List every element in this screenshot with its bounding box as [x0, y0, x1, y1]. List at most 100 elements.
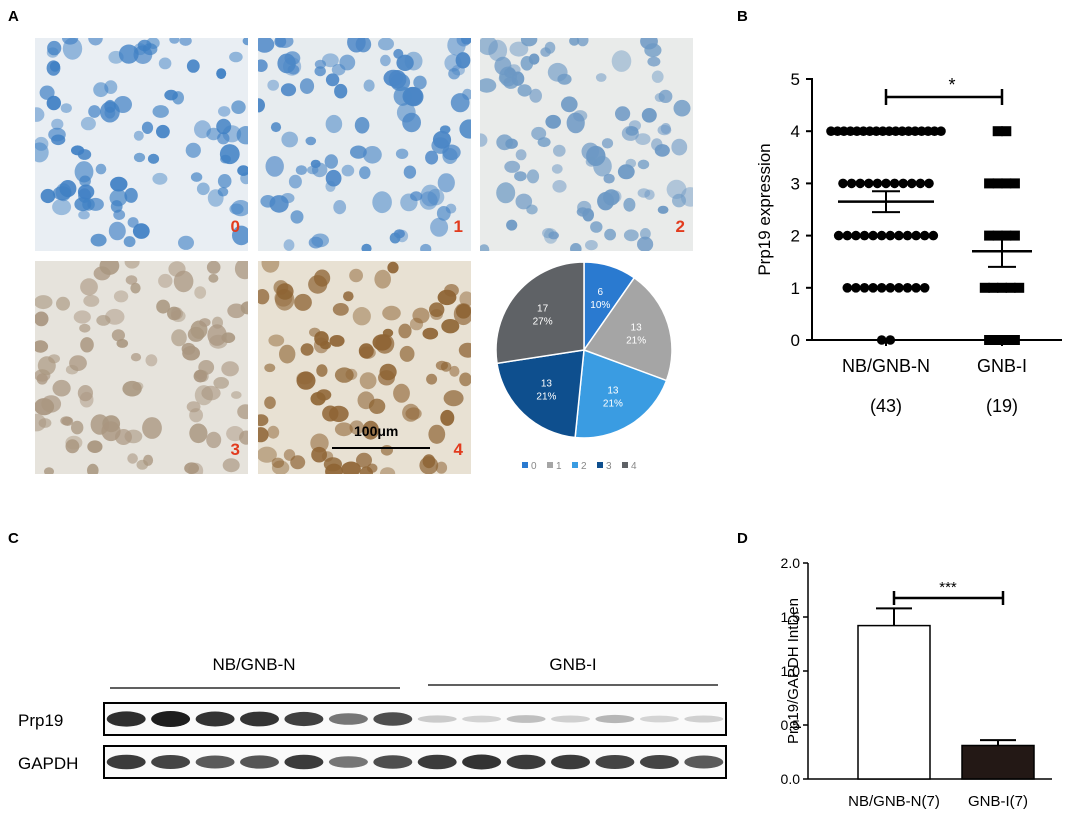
- cell-nucleus: [390, 73, 411, 92]
- cell-nucleus: [398, 323, 412, 339]
- y-axis-title: Prp19 expression: [755, 143, 774, 275]
- data-point-square: [979, 282, 990, 293]
- blot-band: [373, 755, 413, 769]
- cell-nucleus: [44, 467, 54, 474]
- cell-nucleus: [455, 52, 471, 69]
- cell-nucleus: [190, 172, 203, 182]
- cell-nucleus: [178, 235, 194, 250]
- cell-nucleus: [55, 183, 72, 202]
- cell-nucleus: [258, 59, 268, 72]
- cell-nucleus: [412, 307, 430, 324]
- group-count-label: (43): [870, 396, 902, 416]
- cell-nucleus: [504, 160, 521, 173]
- cell-nucleus: [420, 243, 432, 251]
- data-point-square: [988, 282, 999, 293]
- cell-nucleus: [343, 291, 354, 302]
- cell-nucleus: [229, 51, 243, 63]
- cell-nucleus: [83, 294, 100, 307]
- cell-nucleus: [231, 200, 248, 217]
- cell-nucleus: [35, 142, 49, 163]
- data-point-circle: [846, 178, 857, 189]
- blot-band: [195, 755, 235, 769]
- blot-band: [551, 715, 590, 723]
- cell-nucleus: [236, 126, 248, 145]
- cell-nucleus: [526, 204, 538, 215]
- cell-nucleus: [77, 385, 93, 402]
- data-point-square: [992, 335, 1003, 345]
- cell-nucleus: [142, 417, 162, 439]
- x-tick-label: GNB-I(7): [968, 793, 1028, 810]
- cell-nucleus: [325, 180, 336, 192]
- cell-nucleus: [113, 290, 129, 303]
- cell-nucleus: [99, 261, 120, 275]
- legend-swatch: [572, 462, 578, 468]
- cell-nucleus: [325, 169, 342, 187]
- data-point-circle: [833, 230, 844, 241]
- pie-slice: [574, 348, 668, 439]
- data-point-circle: [876, 283, 887, 293]
- cell-nucleus: [393, 86, 412, 106]
- cell-nucleus: [590, 221, 603, 233]
- cell-nucleus: [115, 429, 132, 445]
- cell-nucleus: [136, 459, 149, 470]
- data-point-square: [1001, 178, 1012, 189]
- data-point-circle: [894, 230, 904, 241]
- data-point-circle: [919, 230, 930, 241]
- bar-chart: 0.0 0.5 1.0 1.5 2.0 Prp19/GAPDH IntDen NB/GNB-…: [781, 555, 1052, 810]
- data-point-circle: [876, 335, 887, 345]
- cell-nucleus: [515, 149, 527, 161]
- blot-band: [595, 755, 635, 769]
- cell-nucleus: [234, 261, 248, 280]
- blot-band: [328, 756, 368, 768]
- cell-nucleus: [294, 293, 312, 311]
- legend-label: 1: [556, 461, 562, 472]
- cell-nucleus: [637, 188, 651, 198]
- cell-nucleus: [142, 43, 158, 56]
- cell-nucleus: [88, 38, 103, 46]
- cell-nucleus: [186, 401, 201, 413]
- cell-nucleus: [186, 59, 200, 73]
- cell-nucleus: [80, 278, 98, 296]
- cell-nucleus: [277, 53, 296, 74]
- data-point-circle: [868, 283, 878, 293]
- cell-nucleus: [517, 84, 532, 97]
- blot-band: [328, 713, 368, 725]
- cell-nucleus: [496, 182, 516, 204]
- cell-nucleus: [124, 187, 138, 203]
- cell-nucleus: [453, 303, 471, 326]
- cell-nucleus: [528, 53, 540, 65]
- blot-row-label: Prp19: [18, 711, 63, 730]
- data-point-circle: [851, 230, 861, 241]
- cell-nucleus: [60, 103, 72, 113]
- cell-nucleus: [110, 200, 123, 213]
- cell-nucleus: [551, 164, 563, 174]
- data-point-circle: [864, 178, 874, 189]
- cell-nucleus: [374, 269, 391, 289]
- cell-nucleus: [309, 327, 321, 337]
- micrograph-score-3: 3: [35, 261, 248, 474]
- cell-nucleus: [637, 159, 650, 170]
- blot-band: [506, 754, 546, 770]
- cell-nucleus: [95, 163, 107, 175]
- cell-nucleus: [404, 51, 423, 71]
- cell-nucleus: [74, 161, 94, 183]
- cell-nucleus: [553, 144, 566, 157]
- cell-nucleus: [658, 89, 673, 103]
- cell-nucleus: [372, 191, 392, 214]
- cell-nucleus: [637, 236, 654, 251]
- data-point-square: [1001, 126, 1012, 137]
- data-point-circle: [924, 178, 934, 189]
- data-point-circle: [881, 178, 891, 189]
- cell-nucleus: [506, 219, 518, 231]
- cell-nucleus: [644, 43, 662, 58]
- cell-nucleus: [35, 107, 45, 122]
- cell-nucleus: [329, 335, 345, 347]
- cell-nucleus: [403, 165, 417, 179]
- blot-band: [639, 715, 679, 723]
- data-point-square: [984, 335, 995, 345]
- cell-nucleus: [389, 232, 401, 244]
- pie-chart: 6 10% 13 21% 13 21% 13 21% 17 27% 0 1 2 3 4: [495, 261, 673, 472]
- cell-nucleus: [413, 75, 427, 90]
- pie-value-label: 13: [631, 323, 643, 334]
- data-point-circle: [936, 126, 946, 136]
